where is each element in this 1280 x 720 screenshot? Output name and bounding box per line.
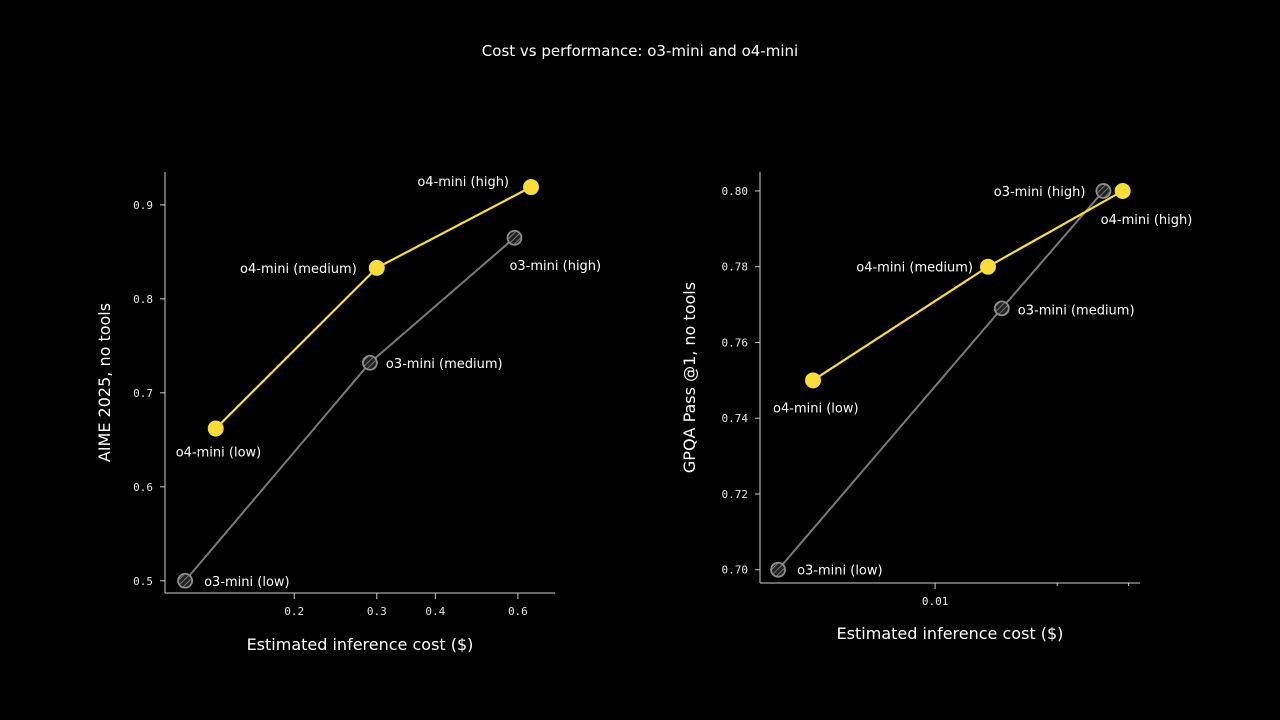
data-point-label: o4-mini (low) — [773, 401, 859, 416]
o4-data-point — [207, 420, 224, 437]
data-point-label: o3-mini (high) — [994, 185, 1086, 200]
data-point-label: o4-mini (high) — [417, 175, 509, 190]
o3-data-point — [993, 300, 1010, 317]
o3-data-point — [506, 229, 523, 246]
x-axis-label: Estimated inference cost ($) — [837, 624, 1064, 643]
data-point-label: o3-mini (medium) — [386, 357, 503, 372]
data-point-label: o4-mini (high) — [1101, 213, 1193, 228]
y-tick-label: 0.70 — [722, 564, 749, 577]
gpqa-chart: 0.70 0.72 0.74 0.76 0.78 0.80 0.01 Estimated in… — [680, 172, 1192, 643]
y-tick-label: 0.5 — [133, 575, 153, 588]
o4-data-point — [368, 259, 385, 276]
chart-title: Cost vs performance: o3-mini and o4-mini — [481, 42, 799, 60]
y-tick-label: 0.9 — [133, 199, 153, 212]
y-tick-label: 0.76 — [722, 336, 749, 349]
y-tick-label: 0.74 — [722, 412, 749, 425]
y-tick-label: 0.7 — [133, 387, 153, 400]
o4-data-point — [1114, 182, 1131, 199]
data-point-label: o3-mini (low) — [797, 564, 883, 579]
y-tick-label: 0.8 — [133, 293, 153, 306]
x-axis-label: Estimated inference cost ($) — [247, 635, 474, 654]
aime-chart: 0.5 0.6 0.7 0.8 0.9 0.2 0.3 0.4 0.6 Estimated inf… — [95, 172, 601, 654]
data-point-label: o4-mini (low) — [176, 446, 262, 461]
data-point-label: o3-mini (medium) — [1018, 303, 1135, 318]
x-tick-label: 0.6 — [508, 605, 528, 618]
x-tick-label: 0.01 — [922, 595, 949, 608]
y-tick-label: 0.6 — [133, 481, 153, 494]
o4-data-point — [805, 372, 822, 389]
o3-data-point — [361, 354, 378, 371]
o3-series-line — [777, 190, 1105, 571]
data-point-label: o4-mini (medium) — [240, 262, 357, 277]
data-point-label: o3-mini (high) — [509, 259, 601, 274]
data-point-label: o4-mini (medium) — [856, 261, 973, 276]
x-tick-label: 0.3 — [367, 605, 387, 618]
data-point-label: o3-mini (low) — [204, 575, 290, 590]
y-tick-label: 0.78 — [722, 261, 749, 274]
x-tick-label: 0.4 — [425, 605, 445, 618]
y-tick-label: 0.80 — [722, 185, 749, 198]
o3-data-point — [177, 572, 193, 589]
o4-data-point — [979, 258, 996, 275]
y-axis-label: GPQA Pass @1, no tools — [680, 282, 699, 473]
x-tick-label: 0.2 — [284, 605, 304, 618]
o4-series-line — [812, 189, 1124, 382]
o4-data-point — [523, 179, 540, 196]
o4-series-line — [214, 186, 532, 430]
o3-data-point — [1095, 183, 1112, 199]
o3-data-point — [770, 561, 786, 578]
y-tick-label: 0.72 — [722, 488, 749, 501]
y-axis-label: AIME 2025, no tools — [95, 303, 114, 462]
